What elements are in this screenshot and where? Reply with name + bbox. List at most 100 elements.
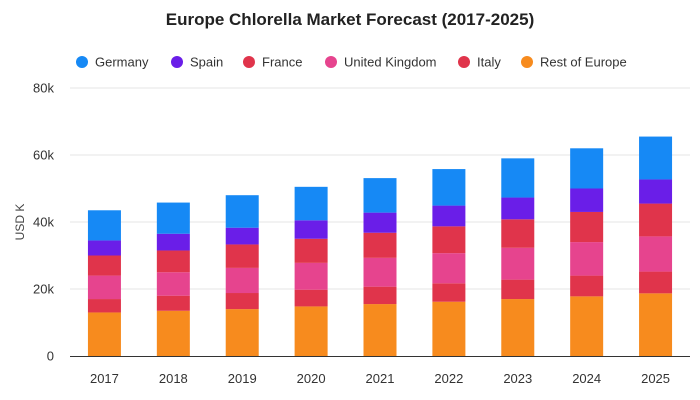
x-tick-label: 2023 <box>503 371 532 386</box>
bar-segment-spain-2024[interactable] <box>570 188 604 212</box>
bar-segment-united-kingdom-2023[interactable] <box>501 247 535 280</box>
y-tick-label: 20k <box>33 282 54 297</box>
bar-segment-france-2019[interactable] <box>225 244 259 268</box>
legend-item-germany[interactable]: Germany <box>76 55 149 70</box>
bar-segment-united-kingdom-2020[interactable] <box>294 262 328 290</box>
bar-stack-2025: 2025 <box>639 136 673 386</box>
legend-swatch-spain <box>171 56 183 68</box>
bar-segment-germany-2019[interactable] <box>225 195 259 228</box>
bar-segment-rest-of-europe-2022[interactable] <box>432 301 466 356</box>
legend-swatch-italy <box>458 56 470 68</box>
bar-segment-italy-2021[interactable] <box>363 286 397 305</box>
legend-item-rest-of-europe[interactable]: Rest of Europe <box>521 55 627 70</box>
bar-segment-france-2017[interactable] <box>87 255 121 276</box>
bar-stack-2019: 2019 <box>225 195 259 386</box>
bar-stack-2020: 2020 <box>294 186 328 386</box>
bar-segment-rest-of-europe-2021[interactable] <box>363 304 397 356</box>
legend-swatch-united-kingdom <box>325 56 337 68</box>
bar-segment-united-kingdom-2025[interactable] <box>639 236 673 272</box>
bar-segment-italy-2018[interactable] <box>156 295 190 311</box>
bar-segment-france-2022[interactable] <box>432 226 466 254</box>
legend-label-italy: Italy <box>477 55 501 70</box>
bar-segment-germany-2024[interactable] <box>570 148 604 189</box>
bar-segment-france-2025[interactable] <box>639 203 673 237</box>
bar-segment-spain-2018[interactable] <box>156 233 190 251</box>
bar-segment-italy-2025[interactable] <box>639 271 673 294</box>
bar-segment-united-kingdom-2017[interactable] <box>87 275 121 300</box>
x-tick-label: 2022 <box>434 371 463 386</box>
bar-segment-rest-of-europe-2019[interactable] <box>225 309 259 356</box>
bar-segment-spain-2017[interactable] <box>87 240 121 256</box>
bar-segment-france-2024[interactable] <box>570 211 604 243</box>
bar-segment-united-kingdom-2018[interactable] <box>156 272 190 296</box>
bar-segment-germany-2018[interactable] <box>156 202 190 234</box>
bar-segment-spain-2025[interactable] <box>639 179 673 204</box>
bar-stack-2017: 2017 <box>87 210 121 386</box>
bar-segment-italy-2017[interactable] <box>87 299 121 313</box>
bar-segment-germany-2020[interactable] <box>294 186 328 221</box>
bar-segment-spain-2022[interactable] <box>432 205 466 227</box>
legend-item-spain[interactable]: Spain <box>171 55 223 70</box>
x-tick-label: 2018 <box>159 371 188 386</box>
bar-segment-rest-of-europe-2023[interactable] <box>501 299 535 356</box>
bar-segment-spain-2019[interactable] <box>225 227 259 245</box>
legend-label-rest-of-europe: Rest of Europe <box>540 55 627 70</box>
bar-segment-spain-2023[interactable] <box>501 197 535 220</box>
bar-segment-france-2021[interactable] <box>363 232 397 258</box>
bar-stack-2018: 2018 <box>156 202 190 386</box>
bar-segment-italy-2023[interactable] <box>501 279 535 300</box>
legend-label-germany: Germany <box>95 55 149 70</box>
legend-label-united-kingdom: United Kingdom <box>344 55 437 70</box>
bar-segment-united-kingdom-2024[interactable] <box>570 242 604 276</box>
x-tick-label: 2017 <box>90 371 119 386</box>
bar-segment-spain-2021[interactable] <box>363 212 397 233</box>
bar-stack-2023: 2023 <box>501 158 535 386</box>
bar-stack-2022: 2022 <box>432 169 466 386</box>
legend: Germany Spain France United Kingdom Italy Res… <box>76 55 627 70</box>
bar-segment-rest-of-europe-2018[interactable] <box>156 310 190 356</box>
bar-segment-united-kingdom-2019[interactable] <box>225 267 259 294</box>
bar-segment-united-kingdom-2021[interactable] <box>363 257 397 287</box>
bar-segment-germany-2023[interactable] <box>501 158 535 198</box>
bar-segment-italy-2020[interactable] <box>294 289 328 307</box>
y-tick-label: 40k <box>33 215 54 230</box>
legend-swatch-germany <box>76 56 88 68</box>
bar-segment-spain-2020[interactable] <box>294 220 328 239</box>
bar-segment-germany-2025[interactable] <box>639 136 673 180</box>
chart-title: Europe Chlorella Market Forecast (2017-2… <box>166 10 534 29</box>
x-tick-label: 2021 <box>366 371 395 386</box>
x-tick-label: 2024 <box>572 371 601 386</box>
bar-segment-united-kingdom-2022[interactable] <box>432 253 466 284</box>
bar-segment-italy-2019[interactable] <box>225 293 259 310</box>
x-tick-label: 2019 <box>228 371 257 386</box>
bars: 2017 2018 2019 2020 2021 2022 2023 2024 2025 <box>87 136 673 386</box>
bar-segment-italy-2022[interactable] <box>432 283 466 302</box>
bar-segment-rest-of-europe-2020[interactable] <box>294 306 328 356</box>
legend-label-france: France <box>262 55 302 70</box>
bar-segment-italy-2024[interactable] <box>570 275 604 297</box>
bar-segment-germany-2022[interactable] <box>432 169 466 206</box>
bar-segment-france-2018[interactable] <box>156 250 190 273</box>
bar-segment-germany-2021[interactable] <box>363 178 397 213</box>
y-tick-label: 60k <box>33 148 54 163</box>
x-tick-label: 2025 <box>641 371 670 386</box>
bar-segment-france-2023[interactable] <box>501 219 535 248</box>
bar-segment-rest-of-europe-2025[interactable] <box>639 293 673 356</box>
bar-segment-rest-of-europe-2024[interactable] <box>570 296 604 356</box>
legend-item-italy[interactable]: Italy <box>458 55 501 70</box>
y-tick-label: 80k <box>33 81 54 96</box>
legend-item-france[interactable]: France <box>243 55 302 70</box>
bar-segment-rest-of-europe-2017[interactable] <box>87 312 121 356</box>
legend-item-united-kingdom[interactable]: United Kingdom <box>325 55 437 70</box>
y-axis-title: USD K <box>13 204 27 241</box>
legend-label-spain: Spain <box>190 55 223 70</box>
legend-swatch-rest-of-europe <box>521 56 533 68</box>
legend-swatch-france <box>243 56 255 68</box>
bar-segment-france-2020[interactable] <box>294 238 328 263</box>
bar-stack-2021: 2021 <box>363 178 397 386</box>
bar-segment-germany-2017[interactable] <box>87 210 121 241</box>
bar-stack-2024: 2024 <box>570 148 604 386</box>
x-tick-label: 2020 <box>297 371 326 386</box>
